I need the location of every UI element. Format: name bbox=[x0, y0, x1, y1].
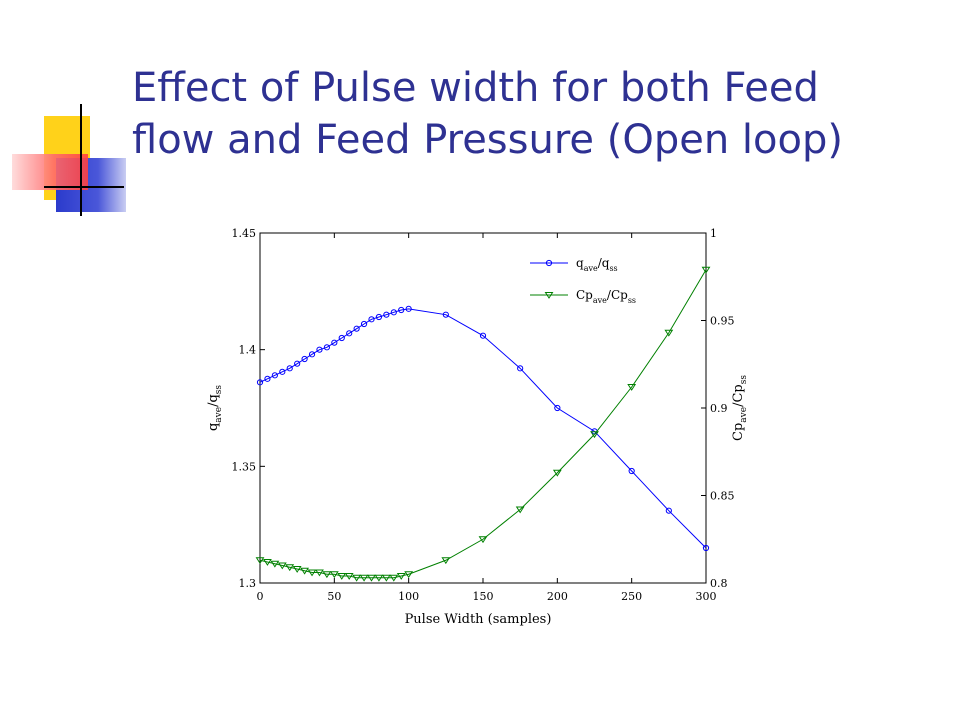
series-0-marker bbox=[256, 379, 264, 386]
x-tick-label: 100 bbox=[398, 590, 419, 603]
slide-title: Effect of Pulse width for both Feed flow… bbox=[132, 62, 932, 166]
series-1-marker bbox=[315, 569, 324, 577]
series-1-marker bbox=[255, 557, 265, 565]
series-1-marker bbox=[478, 536, 488, 544]
series-1-marker bbox=[515, 506, 525, 514]
deco-horizontal-line bbox=[44, 186, 124, 188]
y-left-axis-label: qave/qss bbox=[206, 385, 224, 431]
series-0-marker bbox=[294, 360, 301, 367]
series-1-marker bbox=[590, 431, 599, 439]
series-0-marker bbox=[398, 306, 405, 314]
x-tick-label: 300 bbox=[696, 590, 717, 603]
series-1-marker bbox=[307, 569, 317, 577]
series-0-marker bbox=[271, 372, 278, 379]
series-1-marker bbox=[389, 574, 399, 582]
series-1-marker bbox=[396, 573, 406, 580]
series-1-marker bbox=[552, 469, 562, 477]
series-1-marker bbox=[441, 557, 451, 565]
y-right-tick-label: 1 bbox=[710, 227, 717, 240]
series-1-marker bbox=[627, 384, 637, 391]
series-1-marker bbox=[374, 574, 384, 582]
y-right-tick-label: 0.8 bbox=[710, 577, 728, 590]
series-0-marker bbox=[702, 544, 710, 552]
series-0-marker bbox=[368, 316, 375, 323]
series-0-marker bbox=[479, 332, 487, 339]
x-axis-label: Pulse Width (samples) bbox=[405, 612, 552, 627]
x-tick-label: 0 bbox=[257, 590, 264, 603]
series-0-marker bbox=[331, 339, 338, 346]
x-tick-label: 200 bbox=[547, 590, 568, 603]
legend-label-q: qave/qss bbox=[576, 256, 618, 273]
series-0-marker bbox=[517, 365, 524, 372]
series-1-marker bbox=[664, 329, 674, 337]
y-right-tick-label: 0.85 bbox=[710, 490, 735, 503]
series-0-marker bbox=[628, 467, 635, 475]
legend: qave/qss Cpave/Cpss bbox=[530, 256, 636, 305]
deco-vertical-line bbox=[80, 104, 82, 216]
series-0-marker bbox=[338, 334, 345, 342]
series-0-marker bbox=[383, 311, 390, 318]
y-left-tick-label: 1.3 bbox=[239, 577, 257, 590]
series-1-marker bbox=[292, 566, 302, 573]
series-0-marker bbox=[353, 325, 360, 332]
series-1-marker bbox=[359, 574, 369, 582]
series-1-marker bbox=[277, 562, 287, 570]
series-0-marker bbox=[405, 305, 412, 312]
series-0-marker bbox=[323, 344, 330, 351]
slide-title-line-1: Effect of Pulse width for both Feed bbox=[132, 65, 819, 111]
plot-frame bbox=[259, 232, 707, 584]
series-line-1 bbox=[259, 269, 707, 579]
y-left-tick-label: 1.4 bbox=[239, 344, 257, 357]
series-1-marker bbox=[337, 573, 347, 580]
deco-red-block bbox=[12, 154, 88, 190]
series-1-marker bbox=[270, 560, 280, 568]
legend-marker-q bbox=[545, 259, 553, 267]
series-1-marker bbox=[300, 567, 310, 575]
series-1-marker bbox=[322, 571, 332, 579]
series-1-marker bbox=[263, 559, 272, 566]
x-tick-label: 150 bbox=[473, 590, 494, 603]
y-right-tick-label: 0.9 bbox=[710, 402, 728, 415]
series-0-marker bbox=[286, 365, 293, 372]
x-tick-label: 50 bbox=[327, 590, 341, 603]
slide-title-line-2: flow and Feed Pressure (Open loop) bbox=[132, 117, 843, 163]
x-tick-label: 250 bbox=[621, 590, 642, 603]
series-1-marker bbox=[404, 571, 414, 579]
series-0-marker bbox=[346, 330, 353, 337]
axis-ticks: 0 50 100 150 200 250 300 1.3 1.35 1.4 1.45 0.8 0.85 0… bbox=[232, 227, 735, 603]
series-0-marker bbox=[360, 320, 368, 328]
y-right-axis-label: Cpave/Cpss bbox=[731, 375, 749, 441]
legend-label-cp: Cpave/Cpss bbox=[576, 288, 636, 305]
y-right-tick-label: 0.95 bbox=[710, 315, 735, 328]
series-0-marker bbox=[308, 351, 316, 358]
series-0-marker bbox=[390, 309, 397, 316]
series-1-marker bbox=[352, 574, 362, 582]
series-1-marker bbox=[329, 571, 339, 579]
y-left-tick-label: 1.35 bbox=[232, 460, 257, 473]
series-1-marker bbox=[367, 574, 376, 582]
y-left-tick-label: 1.45 bbox=[232, 227, 257, 240]
legend-marker-cp bbox=[544, 292, 554, 299]
series-0-marker bbox=[375, 313, 383, 321]
series-1-marker bbox=[344, 573, 354, 580]
series-0-marker bbox=[264, 375, 271, 382]
series-0-marker bbox=[279, 368, 286, 375]
series-layer bbox=[255, 266, 711, 582]
series-0-marker bbox=[442, 311, 449, 318]
series-0-marker bbox=[554, 404, 561, 412]
series-0-marker bbox=[665, 507, 672, 514]
series-1-marker bbox=[285, 564, 295, 572]
series-0-marker bbox=[301, 355, 308, 363]
series-1-marker bbox=[381, 574, 391, 582]
series-0-marker bbox=[316, 346, 323, 353]
series-1-marker bbox=[701, 266, 711, 274]
